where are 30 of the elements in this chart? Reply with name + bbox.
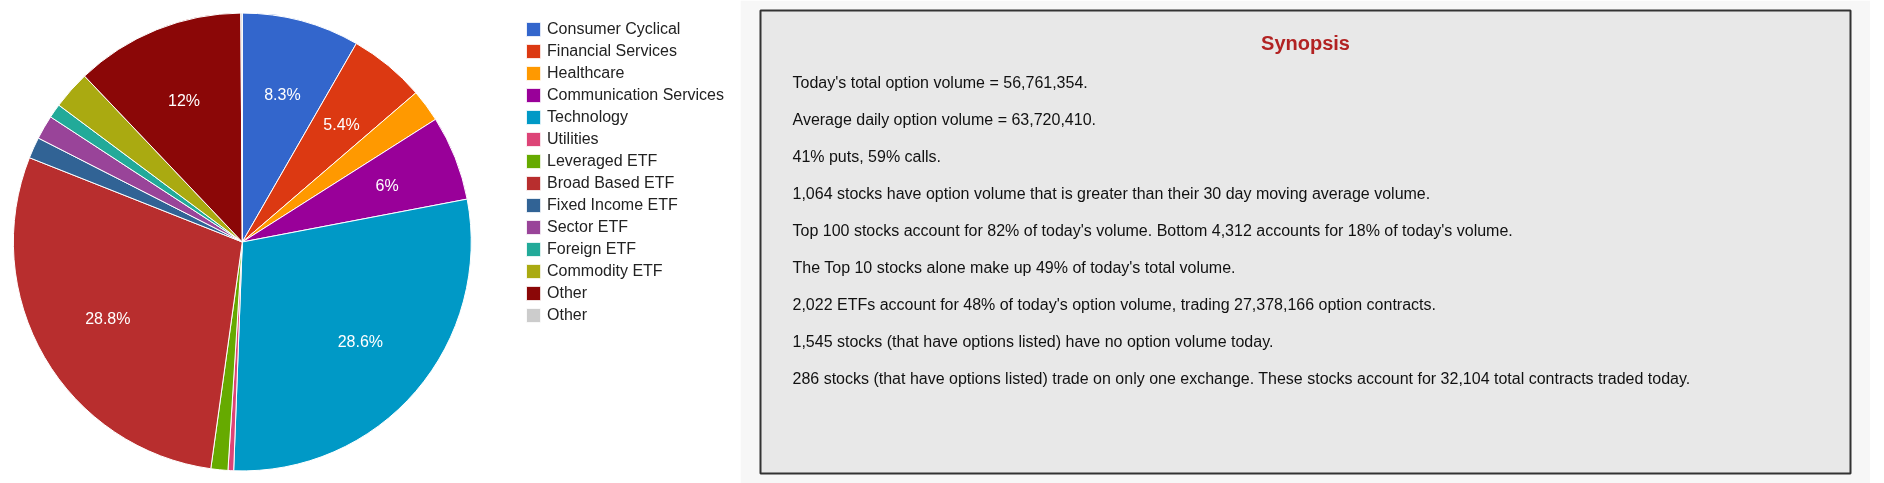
data-label: 6% [375,177,399,195]
data-label: 28.8% [85,310,131,328]
text: Top 100 stocks account for 82% of today's volume. Bottom 4,312 accounts for 18% of today's volume. [792,222,1513,239]
data-label: 8.3% [264,85,301,103]
legend-label: Healthcare [547,64,625,82]
text: Average daily option volume = 63,720,410. [792,111,1096,128]
legend-label: Sector ETF [547,218,628,236]
text: 1,545 stocks (that have options listed) have no option volume today. [792,333,1274,350]
legend-label: Fixed Income ETF [547,196,678,214]
legend-label: Communication Services [547,86,724,104]
text: 286 stocks (that have options listed) trade on only one exchange. These stocks account for 32,104 total contracts traded today. [792,370,1691,387]
text: Today's total option volume = 56,761,354. [792,74,1088,91]
legend-label: Broad Based ETF [547,174,675,192]
text: The Top 10 stocks alone make up 49% of today's total volume. [792,259,1236,276]
text: Synopsis [1261,31,1350,54]
legend-label: Foreign ETF [547,240,636,258]
data-label: 12% [168,91,201,109]
text: 1,064 stocks have option volume that is greater than their 30 day moving average volume. [792,185,1431,202]
legend-label: Consumer Cyclical [547,20,681,38]
legend-label: Other [547,306,588,324]
legend-label: Utilities [547,130,599,148]
legend-label: Financial Services [547,42,677,60]
legend-label: Technology [547,108,628,126]
legend-label: Commodity ETF [547,262,663,280]
text: 2,022 ETFs account for 48% of today's option volume, trading 27,378,166 option contracts. [792,296,1436,313]
legend-label: Other [547,284,588,302]
text: 41% puts, 59% calls. [792,148,942,165]
legend-label: Leveraged ETF [547,152,658,170]
data-label: 5.4% [323,115,360,133]
data-label: 28.6% [337,333,384,351]
